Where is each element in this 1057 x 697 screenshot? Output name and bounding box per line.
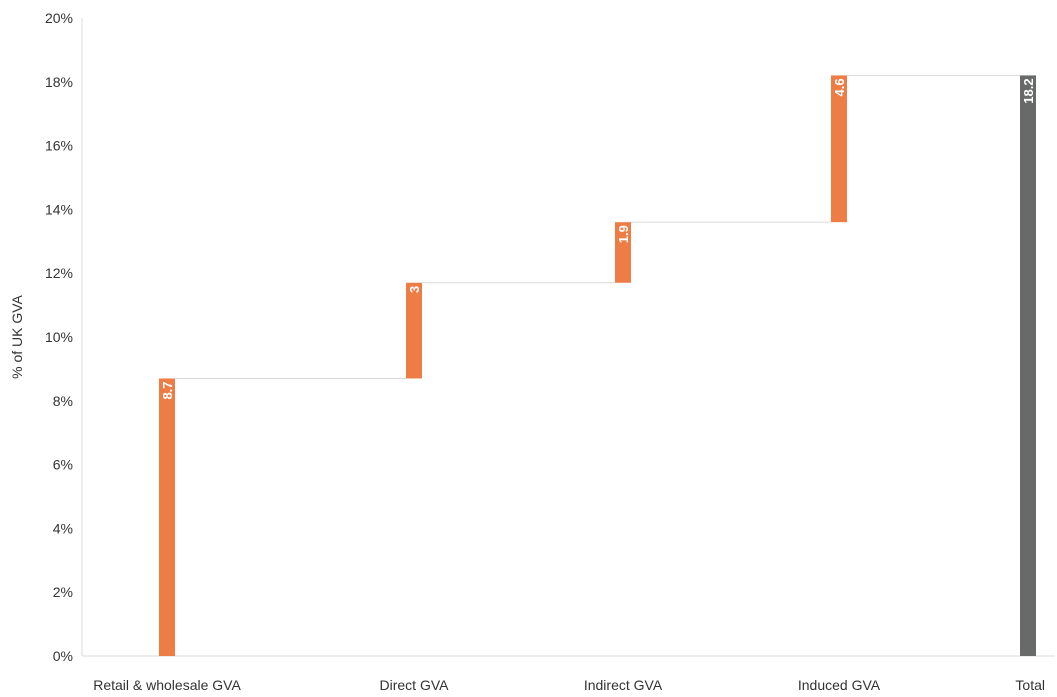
x-category-label: Induced GVA	[798, 677, 881, 693]
y-tick-label: 6%	[53, 457, 73, 473]
total-bar	[1020, 75, 1036, 657]
axis-layer: 0% 2% 4% 6% 8% 10% 12% 14% 16% 18% 20% Retail & who…	[45, 10, 1055, 693]
bar-layer	[159, 75, 1036, 657]
bar-value-label: 3	[407, 286, 422, 293]
y-tick-label: 0%	[53, 648, 73, 664]
bar-value-label: 1.9	[616, 225, 631, 243]
connector-layer	[175, 74, 1020, 379]
x-category-label: Direct GVA	[380, 677, 450, 693]
y-tick-label: 14%	[45, 201, 73, 217]
y-tick-label: 10%	[45, 329, 73, 345]
y-tick-label: 16%	[45, 138, 73, 154]
bar-value-label: 4.6	[832, 78, 847, 96]
y-tick-label: 4%	[53, 520, 73, 536]
x-category-label: Indirect GVA	[584, 677, 663, 693]
bar-value-label: 18.2	[1021, 78, 1036, 103]
y-axis-title: % of UK GVA	[9, 294, 25, 378]
y-tick-label: 2%	[53, 584, 73, 600]
y-tick-label: 18%	[45, 74, 73, 90]
x-category-label: Retail & wholesale GVA	[93, 677, 241, 693]
step-bar	[615, 222, 631, 283]
bar-value-label: 8.7	[160, 381, 175, 399]
label-layer: 8.7 3 1.9 4.6 18.2	[160, 78, 1036, 399]
y-tick-label: 8%	[53, 393, 73, 409]
step-bar	[159, 378, 175, 656]
x-category-label: Total	[1015, 677, 1045, 693]
y-tick-label: 20%	[45, 10, 73, 26]
y-tick-label: 12%	[45, 265, 73, 281]
step-bar	[831, 75, 847, 223]
step-bar	[406, 282, 422, 379]
